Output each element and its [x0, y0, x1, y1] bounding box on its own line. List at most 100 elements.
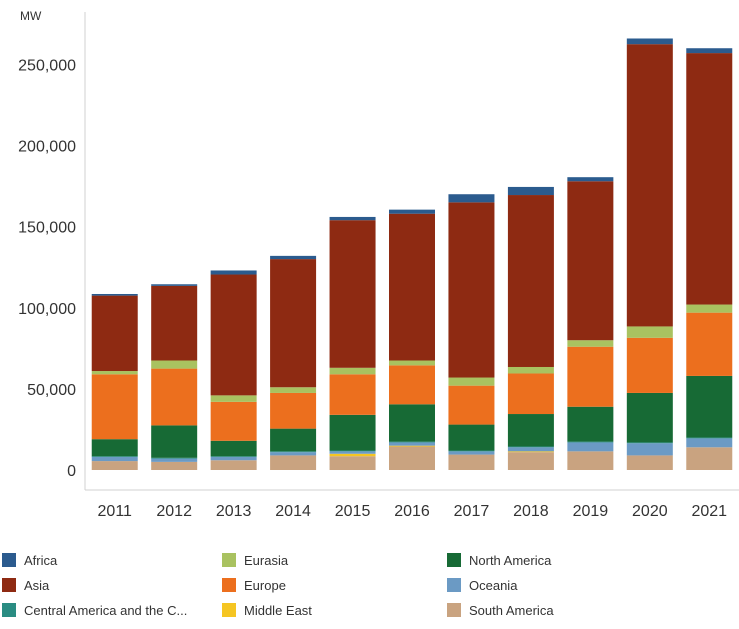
legend-item-asia[interactable]: Asia: [2, 576, 49, 594]
bar-middle-east-2015[interactable]: [329, 453, 376, 457]
bar-eurasia-2014[interactable]: [270, 387, 317, 393]
bar-central-america-and-the-caribbean-2015[interactable]: [329, 450, 376, 452]
bar-oceania-2016[interactable]: [389, 442, 435, 446]
bar-asia-2018[interactable]: [507, 195, 554, 367]
bar-oceania-2011[interactable]: [91, 457, 138, 462]
bar-asia-2019[interactable]: [567, 181, 614, 341]
bar-europe-2015[interactable]: [329, 374, 376, 415]
bar-asia-2020[interactable]: [626, 44, 673, 327]
bar-africa-2015[interactable]: [329, 216, 376, 221]
bar-north-america-2015[interactable]: [329, 414, 376, 451]
bar-eurasia-2018[interactable]: [507, 366, 554, 374]
legend-item-central-america[interactable]: Central America and the C...: [2, 601, 187, 619]
bar-north-america-2012[interactable]: [151, 425, 198, 458]
bar-oceania-2018[interactable]: [507, 447, 554, 452]
bar-africa-2019[interactable]: [567, 177, 614, 182]
bar-middle-east-2016[interactable]: [389, 445, 435, 447]
bar-central-america-and-the-caribbean-2011[interactable]: [91, 456, 138, 458]
bar-north-america-2019[interactable]: [567, 406, 614, 442]
bar-south-america-2017[interactable]: [448, 454, 495, 470]
bar-north-america-2016[interactable]: [389, 404, 435, 442]
legend-item-europe[interactable]: Europe: [222, 576, 286, 594]
bar-oceania-2021[interactable]: [686, 438, 733, 448]
bar-oceania-2019[interactable]: [567, 442, 614, 452]
bar-africa-2016[interactable]: [389, 209, 435, 214]
bar-south-america-2014[interactable]: [270, 455, 317, 470]
legend-item-oceania[interactable]: Oceania: [447, 576, 517, 594]
bar-eurasia-2013[interactable]: [210, 395, 257, 402]
bar-europe-2011[interactable]: [91, 374, 138, 440]
bar-asia-2016[interactable]: [389, 213, 435, 361]
legend-item-south-america[interactable]: South America: [447, 601, 554, 619]
bar-europe-2012[interactable]: [151, 368, 198, 426]
legend-item-africa[interactable]: Africa: [2, 551, 57, 569]
bar-africa-2014[interactable]: [270, 255, 317, 260]
bar-central-america-and-the-caribbean-2012[interactable]: [151, 457, 198, 459]
bar-europe-2014[interactable]: [270, 392, 317, 429]
bar-central-america-and-the-caribbean-2018[interactable]: [507, 446, 554, 448]
bar-africa-2012[interactable]: [151, 284, 198, 286]
bar-asia-2013[interactable]: [210, 274, 257, 396]
bar-north-america-2018[interactable]: [507, 414, 554, 447]
bar-eurasia-2020[interactable]: [626, 326, 673, 338]
bar-central-america-and-the-caribbean-2013[interactable]: [210, 456, 257, 458]
bar-eurasia-2011[interactable]: [91, 371, 138, 375]
bar-south-america-2018[interactable]: [507, 452, 554, 470]
bar-central-america-and-the-caribbean-2020[interactable]: [626, 442, 673, 444]
bar-europe-2017[interactable]: [448, 385, 495, 425]
bar-oceania-2017[interactable]: [448, 451, 495, 455]
bar-europe-2018[interactable]: [507, 373, 554, 415]
bar-central-america-and-the-caribbean-2016[interactable]: [389, 441, 435, 443]
bar-oceania-2014[interactable]: [270, 452, 317, 456]
bar-south-america-2019[interactable]: [567, 451, 614, 470]
bar-africa-2013[interactable]: [210, 270, 257, 275]
bar-africa-2018[interactable]: [507, 186, 554, 196]
bar-south-america-2016[interactable]: [389, 446, 435, 470]
bar-oceania-2015[interactable]: [329, 451, 376, 454]
bar-north-america-2011[interactable]: [91, 439, 138, 457]
bar-north-america-2021[interactable]: [686, 375, 733, 438]
bar-eurasia-2015[interactable]: [329, 367, 376, 375]
bar-asia-2012[interactable]: [151, 285, 198, 361]
bar-south-america-2012[interactable]: [151, 461, 198, 470]
bar-eurasia-2021[interactable]: [686, 304, 733, 313]
bar-south-america-2013[interactable]: [210, 460, 257, 470]
bar-europe-2019[interactable]: [567, 346, 614, 407]
legend-item-eurasia[interactable]: Eurasia: [222, 551, 288, 569]
bar-north-america-2013[interactable]: [210, 440, 257, 457]
bar-africa-2011[interactable]: [91, 293, 138, 296]
bar-central-america-and-the-caribbean-2021[interactable]: [686, 437, 733, 439]
bar-asia-2021[interactable]: [686, 53, 733, 305]
bar-central-america-and-the-caribbean-2014[interactable]: [270, 451, 317, 453]
bar-middle-east-2018[interactable]: [507, 451, 554, 453]
bar-asia-2017[interactable]: [448, 202, 495, 378]
bar-eurasia-2012[interactable]: [151, 360, 198, 369]
bar-south-america-2011[interactable]: [91, 461, 138, 470]
bar-europe-2013[interactable]: [210, 401, 257, 441]
bar-eurasia-2019[interactable]: [567, 340, 614, 347]
bar-north-america-2014[interactable]: [270, 428, 317, 452]
bar-europe-2020[interactable]: [626, 337, 673, 393]
bar-central-america-and-the-caribbean-2017[interactable]: [448, 450, 495, 452]
bar-central-america-and-the-caribbean-2019[interactable]: [567, 441, 614, 443]
bar-asia-2015[interactable]: [329, 220, 376, 368]
bar-north-america-2020[interactable]: [626, 392, 673, 443]
bar-eurasia-2017[interactable]: [448, 377, 495, 386]
bar-africa-2021[interactable]: [686, 48, 733, 54]
bar-south-america-2015[interactable]: [329, 456, 376, 470]
bar-africa-2020[interactable]: [626, 38, 673, 45]
bar-eurasia-2016[interactable]: [389, 360, 435, 366]
bar-asia-2014[interactable]: [270, 259, 317, 388]
bar-asia-2011[interactable]: [91, 295, 138, 372]
legend-item-north-america[interactable]: North America: [447, 551, 551, 569]
bar-oceania-2012[interactable]: [151, 458, 198, 462]
bar-oceania-2020[interactable]: [626, 443, 673, 456]
bar-africa-2017[interactable]: [448, 194, 495, 203]
legend-item-middle-east[interactable]: Middle East: [222, 601, 312, 619]
bar-europe-2021[interactable]: [686, 312, 733, 376]
bar-south-america-2021[interactable]: [686, 447, 733, 470]
bar-south-america-2020[interactable]: [626, 455, 673, 470]
bar-oceania-2013[interactable]: [210, 457, 257, 461]
bar-north-america-2017[interactable]: [448, 424, 495, 451]
bar-europe-2016[interactable]: [389, 365, 435, 405]
